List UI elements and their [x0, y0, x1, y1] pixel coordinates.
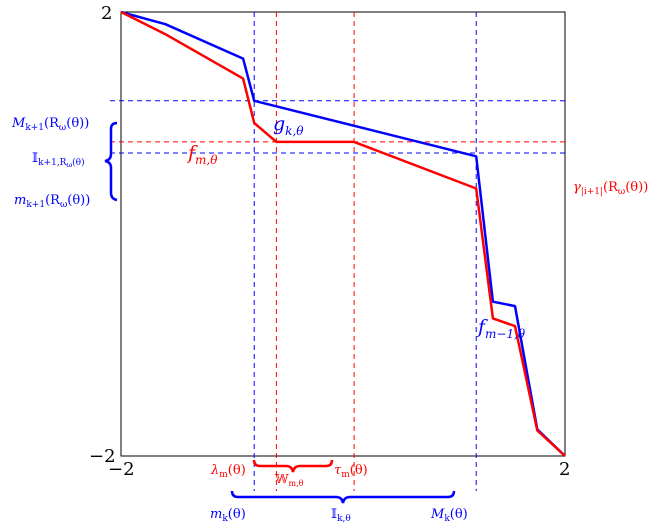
label-f-m-minus-1-theta: fm−1,θ	[476, 316, 526, 341]
label-gamma: γ|i+1|(Rω(θ))	[573, 180, 648, 197]
label-I-k: 𝕀k,θ	[331, 507, 351, 524]
x-tick-left: −2	[108, 459, 135, 480]
label-W: 𝕎m,θ	[274, 472, 304, 488]
brace-horizontal-W	[252, 459, 334, 473]
label-m-k-plus-1: mk+1(Rω(θ))	[14, 193, 90, 210]
label-I-k-plus-1: 𝕀k+1,Rω(θ)	[32, 151, 85, 169]
label-M-k-plus-1: Mk+1(Rω(θ))	[11, 116, 89, 133]
label-lambda: λm(θ)	[210, 463, 246, 480]
curves	[120, 10, 566, 457]
y-tick-bottom: −2	[89, 446, 116, 467]
label-m-k: mk(θ)	[210, 507, 246, 524]
label-M-k: Mk(θ)	[430, 507, 468, 524]
label-tau: τm(θ)	[334, 463, 368, 480]
series-line-1	[120, 10, 566, 457]
x-tick-right: 2	[559, 459, 570, 480]
series-line-0	[120, 10, 566, 457]
label-f-m-theta: fm,θ	[186, 142, 218, 167]
guide-lines	[110, 12, 567, 491]
brace-horizontal-I-k	[230, 490, 456, 504]
label-g-k-theta: gk,θ	[273, 113, 304, 138]
plot-frame	[120, 11, 566, 457]
brace-vertical-I-k-plus-1	[104, 121, 118, 202]
y-tick-top: 2	[101, 3, 112, 24]
